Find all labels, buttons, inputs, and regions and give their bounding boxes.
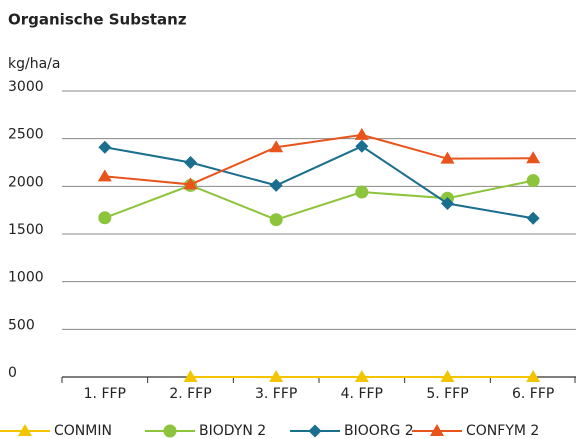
marker xyxy=(269,213,283,227)
legend-label: CONFYM 2 xyxy=(466,423,539,439)
y-tick-label: 1000 xyxy=(8,270,44,286)
marker xyxy=(269,178,283,192)
x-tick-label: 5. FFP xyxy=(426,386,468,402)
legend-label: BIOORG 2 xyxy=(344,423,414,439)
marker xyxy=(354,370,369,382)
marker xyxy=(269,370,284,382)
marker xyxy=(98,140,112,154)
marker xyxy=(184,156,197,169)
marker xyxy=(441,196,454,210)
marker xyxy=(526,174,540,188)
marker xyxy=(97,169,112,182)
x-tick-label: 1. FFP xyxy=(84,386,126,402)
x-tick-label: 4. FFP xyxy=(341,386,383,402)
y-tick-label: 0 xyxy=(8,365,17,381)
y-axis-label: kg/ha/a xyxy=(8,56,60,72)
marker xyxy=(526,151,541,164)
marker xyxy=(355,139,369,153)
series-line xyxy=(104,145,534,220)
legend-label: BIODYN 2 xyxy=(199,423,266,439)
x-tick-label: 3. FFP xyxy=(255,386,297,402)
marker xyxy=(183,177,198,190)
y-tick-label: 1500 xyxy=(8,222,44,238)
marker xyxy=(308,424,322,438)
marker xyxy=(526,370,541,382)
y-tick-label: 2000 xyxy=(8,174,44,190)
marker xyxy=(355,185,369,199)
y-tick-label: 2500 xyxy=(8,127,44,143)
marker xyxy=(18,424,32,436)
x-tick-label: 2. FFP xyxy=(169,386,211,402)
marker xyxy=(269,140,284,153)
marker xyxy=(354,127,369,140)
series-line xyxy=(104,179,534,221)
marker xyxy=(163,424,177,438)
marker xyxy=(430,424,444,436)
marker xyxy=(183,370,198,382)
x-tick-label: 6. FFP xyxy=(512,386,554,402)
y-tick-label: 3000 xyxy=(8,79,44,95)
chart-title: Organische Substanz xyxy=(8,11,187,29)
legend-label: CONMIN xyxy=(54,423,112,439)
marker xyxy=(526,211,540,225)
marker xyxy=(440,370,455,382)
marker xyxy=(440,151,455,164)
marker xyxy=(98,211,112,225)
series-line xyxy=(104,133,534,186)
y-tick-label: 500 xyxy=(8,317,35,333)
